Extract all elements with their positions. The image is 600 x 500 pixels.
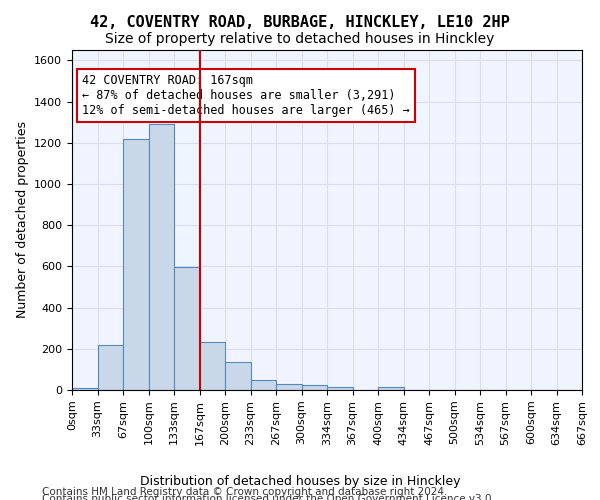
Y-axis label: Number of detached properties: Number of detached properties [16,122,29,318]
Text: 42, COVENTRY ROAD, BURBAGE, HINCKLEY, LE10 2HP: 42, COVENTRY ROAD, BURBAGE, HINCKLEY, LE… [90,15,510,30]
Bar [72,388,97,390]
Bar [327,388,353,390]
Text: Size of property relative to detached houses in Hinckley: Size of property relative to detached ho… [106,32,494,46]
Bar [225,362,251,390]
Bar [199,342,225,390]
Bar [174,268,199,390]
Text: Distribution of detached houses by size in Hinckley: Distribution of detached houses by size … [140,475,460,488]
Bar [251,380,276,390]
Bar [302,385,327,390]
Bar [97,344,123,390]
Text: Contains public sector information licensed under the Open Government Licence v3: Contains public sector information licen… [42,494,495,500]
Text: Contains HM Land Registry data © Crown copyright and database right 2024.: Contains HM Land Registry data © Crown c… [42,487,448,497]
Bar [378,388,404,390]
Bar [276,384,302,390]
Bar [149,124,174,390]
Text: 42 COVENTRY ROAD: 167sqm
← 87% of detached houses are smaller (3,291)
12% of sem: 42 COVENTRY ROAD: 167sqm ← 87% of detach… [82,74,410,117]
Bar [123,138,149,390]
